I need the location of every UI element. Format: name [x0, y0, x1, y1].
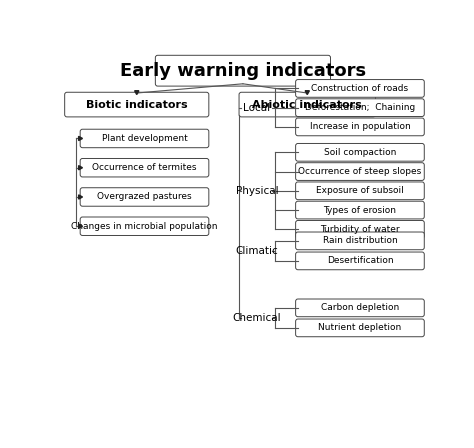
Polygon shape	[305, 91, 310, 95]
Text: Exposure of subsoil: Exposure of subsoil	[316, 186, 404, 195]
FancyBboxPatch shape	[296, 99, 424, 116]
FancyBboxPatch shape	[296, 252, 424, 270]
FancyBboxPatch shape	[80, 188, 209, 206]
FancyBboxPatch shape	[296, 201, 424, 219]
FancyBboxPatch shape	[155, 55, 330, 86]
Text: Carbon depletion: Carbon depletion	[321, 303, 399, 312]
FancyBboxPatch shape	[296, 232, 424, 250]
FancyBboxPatch shape	[296, 319, 424, 337]
Text: Overgrazed pastures: Overgrazed pastures	[97, 193, 192, 202]
Text: Increase in population: Increase in population	[310, 122, 410, 131]
Text: Construction of roads: Construction of roads	[311, 84, 409, 93]
Text: Rain distribution: Rain distribution	[323, 237, 397, 246]
Text: Chemical: Chemical	[233, 313, 281, 323]
Text: Early warning indicators: Early warning indicators	[120, 62, 366, 80]
Polygon shape	[79, 224, 82, 228]
Text: Deforestation;  Chaining: Deforestation; Chaining	[305, 103, 415, 112]
Text: Desertification: Desertification	[327, 256, 393, 265]
Text: Occurrence of termites: Occurrence of termites	[92, 163, 197, 172]
Text: Changes in microbial population: Changes in microbial population	[71, 222, 218, 231]
Text: Soil compaction: Soil compaction	[324, 148, 396, 157]
Text: Physical: Physical	[236, 186, 278, 196]
Polygon shape	[79, 136, 82, 141]
FancyBboxPatch shape	[296, 143, 424, 161]
FancyBboxPatch shape	[64, 92, 209, 117]
Text: Turbidity of water: Turbidity of water	[320, 225, 400, 234]
FancyBboxPatch shape	[296, 220, 424, 238]
FancyBboxPatch shape	[296, 118, 424, 136]
Polygon shape	[135, 91, 139, 95]
FancyBboxPatch shape	[80, 159, 209, 177]
Text: Types of erosion: Types of erosion	[323, 206, 396, 215]
FancyBboxPatch shape	[296, 299, 424, 317]
Text: Biotic indicators: Biotic indicators	[86, 99, 188, 110]
Text: Abiotic indicators: Abiotic indicators	[252, 99, 362, 110]
FancyBboxPatch shape	[239, 92, 375, 117]
Text: Plant development: Plant development	[101, 134, 187, 143]
FancyBboxPatch shape	[296, 182, 424, 200]
Text: Climatic: Climatic	[236, 246, 278, 256]
FancyBboxPatch shape	[80, 129, 209, 148]
Text: Occurrence of steep slopes: Occurrence of steep slopes	[298, 167, 421, 176]
Polygon shape	[79, 166, 82, 170]
Polygon shape	[79, 195, 82, 199]
FancyBboxPatch shape	[296, 163, 424, 181]
Text: Nutrient depletion: Nutrient depletion	[319, 323, 401, 332]
FancyBboxPatch shape	[80, 217, 209, 236]
FancyBboxPatch shape	[296, 80, 424, 97]
Text: Local: Local	[243, 103, 271, 112]
